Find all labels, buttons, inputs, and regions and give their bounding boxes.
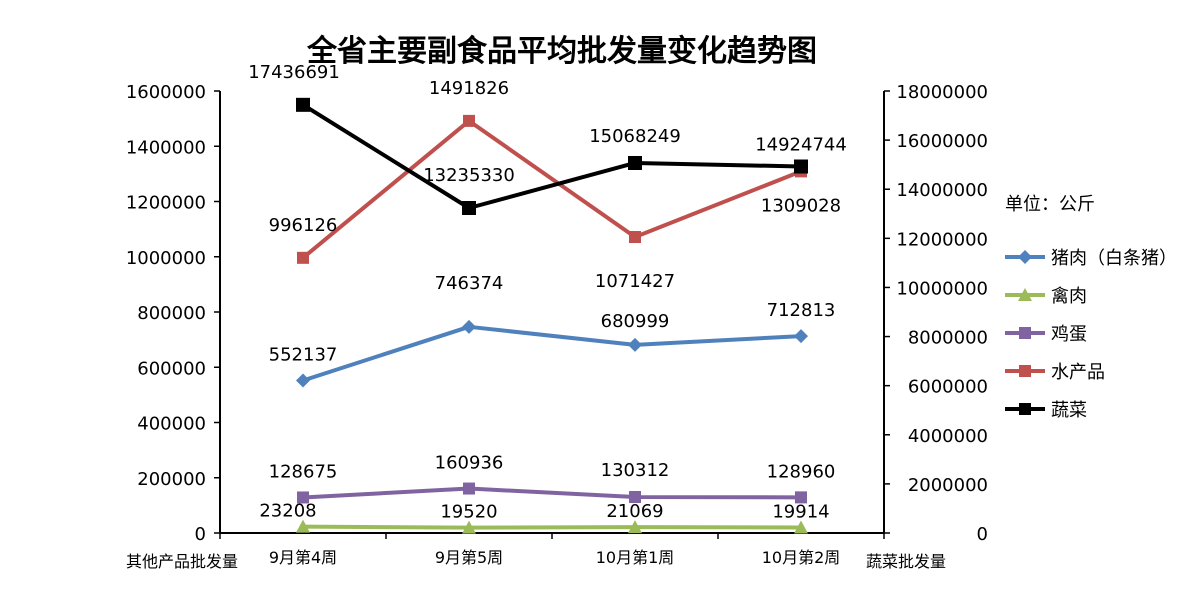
chart-title: 全省主要副食品平均批发量变化趋势图 [306, 34, 817, 69]
data-point [1018, 250, 1032, 264]
legend-label: 鸡蛋 [1051, 324, 1087, 345]
data-point [1019, 403, 1031, 415]
data-label: 552137 [269, 344, 338, 365]
unit-note: 单位：公斤 [1005, 194, 1095, 215]
data-point [463, 114, 475, 127]
data-point [629, 231, 641, 244]
data-point [628, 520, 642, 534]
data-label: 15068249 [589, 126, 681, 147]
data-point [462, 319, 476, 334]
series-1 [296, 319, 808, 388]
right-tick-label: 12000000 [896, 229, 988, 250]
legend-item: 蔬菜 [1005, 400, 1087, 421]
data-point [296, 519, 310, 533]
left-axis-label: 其他产品批发量 [126, 552, 238, 571]
data-point [462, 200, 476, 215]
data-point [794, 329, 808, 344]
left-tick-label: 1000000 [126, 248, 206, 269]
left-tick-label: 200000 [137, 469, 206, 490]
right-tick-label: 4000000 [908, 426, 988, 447]
series-layer [296, 97, 808, 534]
data-label: 1309028 [761, 195, 841, 216]
category-label: 9月第4周 [269, 548, 337, 567]
left-tick-label: 800000 [137, 303, 206, 324]
series-line [302, 324, 802, 383]
data-label: 160936 [435, 453, 504, 474]
data-point [1019, 365, 1031, 377]
data-point [296, 97, 310, 112]
data-label: 996126 [269, 215, 338, 236]
data-point [629, 491, 641, 504]
data-point [296, 373, 310, 388]
series-line [301, 103, 802, 210]
data-point [1018, 288, 1032, 301]
data-label: 23208 [259, 501, 316, 522]
data-point [628, 155, 642, 170]
left-tick-label: 1400000 [126, 137, 206, 158]
data-label: 14924744 [755, 135, 847, 156]
series-line [302, 524, 802, 530]
left-tick-label: 1200000 [126, 193, 206, 214]
legend-label: 猪肉（白条猪） [1051, 248, 1177, 269]
data-label: 13235330 [423, 165, 515, 186]
data-point [463, 482, 475, 495]
left-tick-label: 600000 [137, 358, 206, 379]
data-label: 128675 [269, 461, 338, 482]
left-tick-label: 0 [195, 524, 206, 545]
data-point [297, 251, 309, 264]
series-2 [296, 519, 808, 534]
data-label: 1071427 [595, 271, 675, 292]
series-3 [297, 482, 807, 504]
right-tick-label: 6000000 [908, 377, 988, 398]
series-line [302, 486, 802, 500]
data-point [628, 337, 642, 352]
data-point [1019, 327, 1031, 339]
right-tick-label: 14000000 [896, 180, 988, 201]
data-labels: 552137 746374 680999 712813 23208 19520 21069 1… [248, 62, 847, 523]
legend-label: 禽肉 [1051, 286, 1087, 307]
category-label: 9月第5周 [435, 548, 503, 567]
data-label: 128960 [767, 461, 836, 482]
data-point [794, 159, 808, 174]
data-label: 680999 [601, 311, 670, 332]
left-tick-label: 1600000 [126, 82, 206, 103]
right-tick-label: 0 [977, 524, 988, 545]
data-label: 746374 [435, 273, 504, 294]
data-label: 712813 [767, 300, 836, 321]
data-point [794, 520, 808, 534]
left-tick-label: 400000 [137, 414, 206, 435]
legend-label: 蔬菜 [1051, 400, 1087, 421]
category-label: 10月第1周 [596, 548, 675, 567]
data-label: 21069 [606, 501, 663, 522]
data-label: 19914 [772, 501, 829, 522]
legend-item: 猪肉（白条猪） [1005, 248, 1177, 269]
right-tick-label: 10000000 [896, 278, 988, 299]
right-tick-label: 8000000 [908, 328, 988, 349]
series-4 [297, 114, 807, 264]
series-5 [296, 97, 808, 215]
data-point [795, 491, 807, 504]
category-label: 10月第2周 [762, 548, 841, 567]
data-label: 19520 [440, 502, 497, 523]
legend-item: 水产品 [1005, 362, 1105, 383]
data-point [462, 520, 476, 534]
data-label: 17436691 [248, 62, 340, 83]
right-axis-label: 蔬菜批发量 [866, 552, 946, 571]
axes: 0 200000 400000 600000 800000 1000000 1200000 1… [126, 82, 988, 567]
series-line [301, 118, 802, 260]
data-label: 1491826 [429, 78, 509, 99]
right-tick-label: 2000000 [908, 475, 988, 496]
right-tick-label: 16000000 [896, 131, 988, 152]
data-point [297, 491, 309, 504]
legend-label: 水产品 [1051, 362, 1105, 383]
legend-item: 禽肉 [1005, 286, 1087, 307]
legend-item: 鸡蛋 [1005, 324, 1087, 345]
right-tick-label: 18000000 [896, 82, 988, 103]
data-label: 130312 [601, 460, 670, 481]
